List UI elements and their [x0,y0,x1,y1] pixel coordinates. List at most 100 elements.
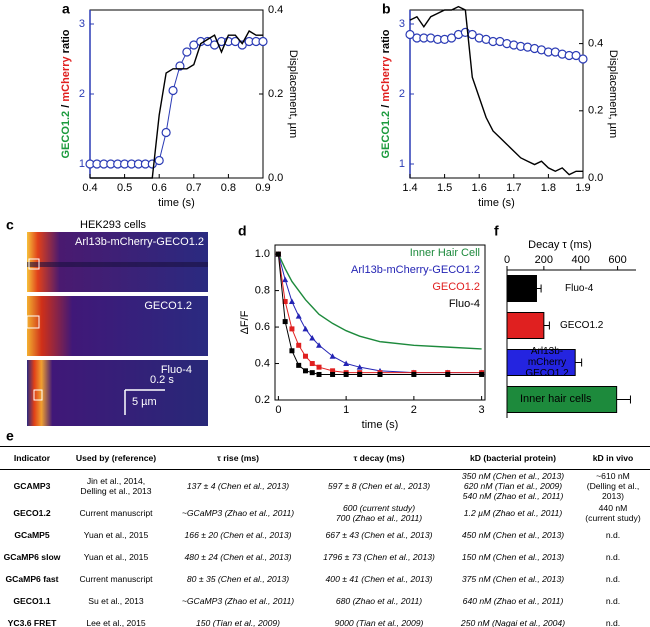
y-axis-label: ΔF/F [239,310,251,334]
error-bar [543,321,550,330]
marker [357,371,363,377]
y-tick-label: 1.0 [255,248,270,260]
x-tick-label: 200 [535,254,553,266]
y-tick-label: 1 [79,158,85,170]
y2-tick-label: 0.4 [268,4,283,16]
y2-tick-label: 0.0 [588,172,603,184]
table-row: GECO1.2 Current manuscript ~GCaMP3 (Zhao e… [0,502,650,524]
error-bar [575,358,583,367]
column-header: kD in vivo [576,446,650,470]
y-tick-label: 0.4 [255,357,270,369]
table-cell: 166 ± 20 (Chen et al., 2013) [184,530,292,540]
table-cell: ~GCaMP3 (Zhao et al., 2011) [181,508,295,518]
table-cell: Current manuscript [79,508,153,518]
y2-tick-label: 0.2 [588,105,603,117]
table-cell: Su et al., 2013 [88,596,144,606]
marker [175,61,185,71]
x-tick-label: 0.7 [186,182,201,194]
y2-tick-label: 0.0 [268,172,283,184]
marker [411,371,417,377]
marker [288,298,295,305]
table-cell: n.d. [605,552,621,562]
y-tick-label: 3 [79,18,85,30]
column-header: Indicator [0,446,64,470]
x-tick-label: 400 [572,254,590,266]
bar [506,275,537,302]
marker [282,276,289,283]
y-axis-label-part: / [380,105,392,108]
panel-label: c [6,217,14,233]
series-line [277,254,482,374]
x-tick-label: 0.6 [152,182,167,194]
table-header: Indicator Used by (reference) τ rise (ms) τ… [0,446,650,470]
x-tick-label: 1 [343,404,349,416]
y2-tick-label: 0.4 [588,38,603,50]
marker [377,371,383,377]
marker [296,342,302,348]
marker [330,371,336,377]
marker [282,319,288,325]
bar [506,312,545,339]
table-cell: 375 nM (Chen et al., 2013) [461,574,565,584]
y-tick-label: 3 [399,18,405,30]
line-chart: d 0 1 2 3 time (s) 0.2 0.4 0.6 0.8 1.0 ΔF/F Inner Ha… [238,223,486,431]
table-cell: GCaMP6 slow [3,552,61,562]
x-axis-label: time (s) [158,197,195,209]
table-cell: 250 nM (Nagai et al., 2004) [450,612,576,627]
panel-label: a [62,1,70,17]
table-row: GECO1.1 Su et al., 2013 ~GCaMP3 (Zhao et a… [0,590,650,612]
marker [258,36,268,47]
panel-label: e [6,428,14,444]
table-row: GCaMP5 Yuan et al., 2015 166 ± 20 (Chen et… [0,524,650,546]
legend-entry: GECO1.2 [432,281,480,293]
marker [161,127,171,138]
x-tick-label: 0 [504,254,510,266]
kymograph-band [27,262,208,267]
x-tick-label: 1.4 [402,182,417,194]
marker [182,47,192,57]
table-cell: GCaMP5 [14,530,50,540]
line-chart: b 1.4 1.5 1.6 1.7 1.8 1.9 time (s) 1 2 3 0.0 0.2 0.4 G… [380,1,619,209]
marker [289,326,295,332]
marker [578,54,588,64]
table-cell: GECO1.1 [13,596,51,606]
x-tick-label: 2 [411,404,417,416]
table-cell: ~GCaMP3 (Zhao et al., 2011) [181,596,295,606]
table-cell: 680 (Zhao et al., 2011) [335,596,423,606]
table-cell: 480 ± 24 (Chen et al., 2013) [184,552,292,562]
marker [330,368,336,374]
legend-entry: Arl13b-mCherry-GECO1.2 [351,264,480,276]
kymo-label: Fluo-4 [161,364,192,376]
y-axis-label: GECO1.2 / mCherry ratio [60,29,72,158]
table-cell: 150 nM (Chen et al., 2013) [461,552,565,562]
column-header: τ decay (ms) [308,446,450,470]
marker [316,364,322,370]
marker [282,299,288,305]
table-row: YC3.6 FRET Lee et al., 2015 150 (Tian et a… [0,612,650,627]
column-header: τ rise (ms) [168,446,308,470]
x-tick-label: 1.6 [472,182,487,194]
series-line [90,30,263,179]
table-cell: 597 ± 8 (Chen et al., 2013) [327,481,431,491]
scale-space: 5 µm [132,396,157,408]
roi [28,258,40,270]
y-tick-label: 0.8 [255,284,270,296]
table: Indicator Used by (reference) τ rise (ms) τ… [0,446,650,627]
marker [343,371,349,377]
bar-label: Arl13b- mCherry GECO1.2 [525,345,569,379]
y-tick-label: 2 [79,88,85,100]
x-tick-label: 1.8 [541,182,556,194]
table-cell: 450 nM (Chen et al., 2013) [461,530,565,540]
plot-frame [89,9,264,179]
marker [329,353,336,359]
table-cell: n.d. [576,612,650,627]
table-cell: GCAMP3 [13,481,51,491]
kymograph [27,296,208,356]
table-cell: 350 nM (Chen et al., 2013) 620 nM (Tian … [461,471,565,501]
marker [445,371,451,377]
column-header: Used by (reference) [64,446,168,470]
x-tick-label: 1.5 [437,182,452,194]
table-cell: Jin et al., 2014, Delling et al., 2013 [80,476,152,496]
table-cell: 1796 ± 73 (Chen et al., 2013) [323,552,435,562]
